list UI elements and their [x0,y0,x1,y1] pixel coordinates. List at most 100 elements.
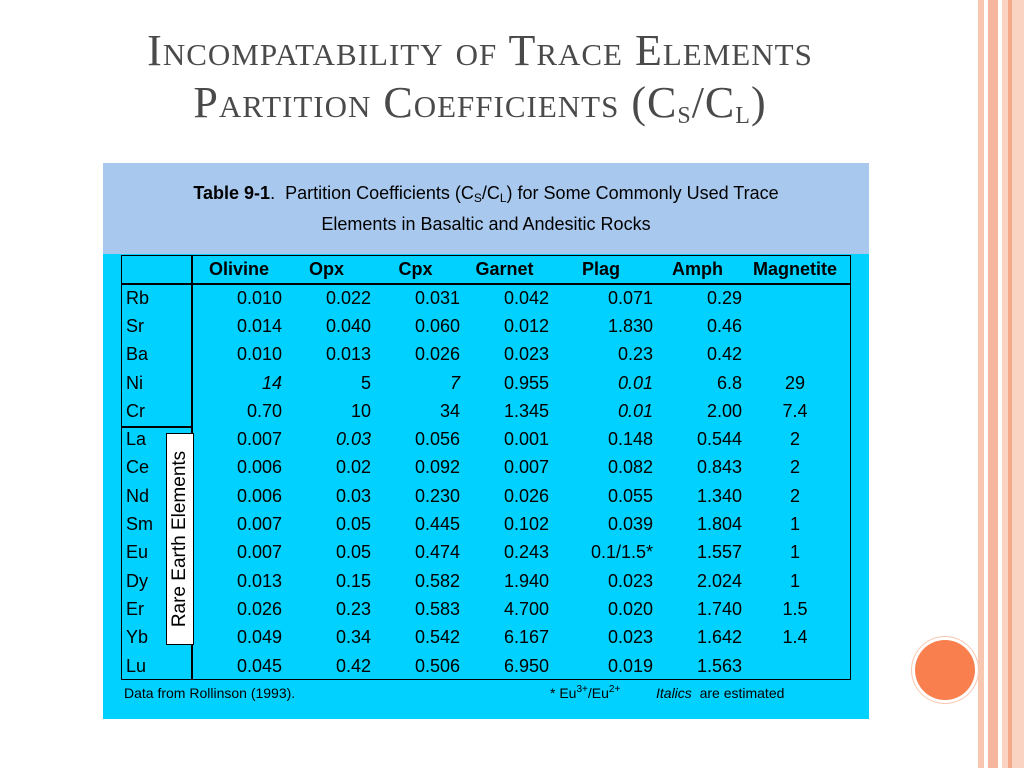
caption-text: /C [481,183,500,203]
value-cell: 0.02 [335,457,371,478]
value-cell: 0.026 [236,598,282,619]
value-cell: 1 [789,542,800,563]
value-cell: 1.740 [696,598,742,619]
column-header: Garnet [475,259,534,279]
column-header: Cpx [398,259,433,279]
element-cell: Sm [126,514,153,535]
value-cell: 2.024 [696,570,742,591]
value-cell: 7 [449,372,460,393]
value-cell: 0.05 [335,542,371,563]
value-cell: 0.026 [414,344,460,365]
table-row: Ce 0.006 0.02 0.092 0.007 0.082 0.843 2 [121,454,848,482]
value-cell: 0.055 [607,485,653,506]
table-row: Lu 0.045 0.42 0.506 6.950 0.019 1.563 [121,652,848,680]
column-header: Magnetite [752,259,837,279]
value-cell: 0.039 [607,514,653,535]
element-cell: Sr [126,315,144,336]
table-row: Sm 0.007 0.05 0.445 0.102 0.039 1.804 1 [121,510,848,538]
decor-circle [915,640,975,700]
value-cell: 0.34 [335,627,371,648]
value-cell: 0.230 [414,485,460,506]
table-row: Rb 0.010 0.022 0.031 0.042 0.071 0.29 [121,284,848,312]
decor-stripe [988,0,998,768]
table-row: Sr 0.014 0.040 0.060 0.012 1.830 0.46 [121,312,848,340]
ree-label-box: Rare Earth Elements [166,433,194,645]
value-cell [742,341,848,369]
value-cell: 1.940 [503,570,549,591]
ree-divider [121,426,191,428]
table-panel: Table 9-1. Partition Coefficients (CS/CL… [103,163,869,719]
value-cell: 1.340 [696,485,742,506]
value-cell: 0.045 [236,655,282,676]
value-cell: 0.049 [236,627,282,648]
value-cell: 1.557 [696,542,742,563]
caption-line-1: Table 9-1. Partition Coefficients (CS/CL… [103,178,869,209]
title-text: Partition Coefficients (C [193,78,678,127]
value-cell: 0.474 [414,542,460,563]
value-cell: 1 [789,514,800,535]
value-cell: 0.542 [414,627,460,648]
value-cell: 0.506 [414,655,460,676]
value-cell: 0.29 [706,287,742,308]
value-cell [742,312,848,340]
value-cell: 0.01 [617,372,653,393]
value-cell: 2.00 [706,400,742,421]
table-row: Dy 0.013 0.15 0.582 1.940 0.023 2.024 1 [121,567,848,595]
element-cell: Dy [126,570,148,591]
value-cell: 0.007 [236,514,282,535]
value-cell: 4.700 [503,598,549,619]
element-cell: Rb [126,287,150,308]
value-cell: 0.001 [503,429,549,450]
title-line-1: Incompatability of Trace Elements [147,26,813,75]
value-cell: 6.8 [716,372,742,393]
decor-stripe [978,0,984,768]
value-cell: 0.03 [335,485,371,506]
caption-sub: S [473,191,482,205]
value-cell: 0.092 [414,457,460,478]
note-text: /Eu [587,685,609,701]
italics-rest: are estimated [699,685,785,701]
value-cell: 0.01 [617,400,653,421]
value-cell: 0.843 [696,457,742,478]
value-cell: 0.46 [706,315,742,336]
value-cell: 29 [784,372,806,393]
value-cell: 0.014 [236,315,282,336]
italics-word: Italics [656,685,692,701]
value-cell: 1.642 [696,627,742,648]
value-cell: 0.056 [414,429,460,450]
partition-table: Olivine Opx Cpx Garnet Plag Amph Magnetite Rb 0… [121,255,848,680]
value-cell: 0.031 [414,287,460,308]
value-cell: 0.006 [236,457,282,478]
value-cell: 0.010 [236,344,282,365]
element-cell: Ce [126,457,150,478]
footer-source: Data from Rollinson (1993). [124,685,296,701]
value-cell: 1.804 [696,514,742,535]
column-header: Olivine [208,259,270,279]
element-cell: Ni [126,372,143,393]
value-cell: 1.5 [782,598,808,619]
title-text: /C [691,78,736,127]
value-cell: 0.42 [335,655,371,676]
value-cell: 0.010 [236,287,282,308]
footer-note: * Eu3+/Eu2+ [550,685,620,702]
value-cell: 0.582 [414,570,460,591]
slide-title: Incompatability of Trace Elements Partit… [60,25,900,129]
value-cell [742,652,848,680]
value-cell: 0.022 [325,287,371,308]
value-cell: 1.345 [503,400,549,421]
value-cell: 0.102 [503,514,549,535]
value-cell: 0.445 [414,514,460,535]
value-cell: 5 [360,372,371,393]
value-cell: 0.007 [503,457,549,478]
value-cell: 6.167 [503,627,549,648]
value-cell: 1.563 [696,655,742,676]
decor-stripe [1002,0,1024,768]
element-cell: Ba [126,344,149,365]
header-corner [121,255,196,284]
title-sub: L [735,103,751,129]
value-cell: 0.148 [607,429,653,450]
value-cell: 0.071 [607,287,653,308]
value-cell: 0.013 [325,344,371,365]
decor-stripe [1008,0,1012,768]
table-row: Er 0.026 0.23 0.583 4.700 0.020 1.740 1.5 [121,595,848,623]
